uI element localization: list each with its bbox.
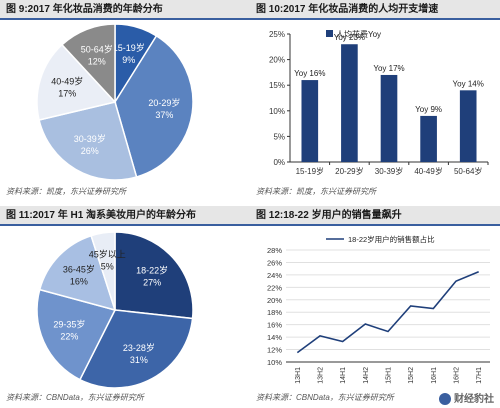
bar [459, 90, 477, 162]
slice-value-label: 17% [58, 88, 76, 98]
source-note: 资料来源：CBNData，东兴证券研究所 [6, 393, 144, 402]
slice-value-label: 27% [143, 278, 161, 288]
y-tick-label: 22% [267, 283, 282, 292]
panel-18-22-sales-surge: 图 12:18-22 岁用户的销售量飙升 10% 12% 14% 16% 18% 20% 2… [250, 206, 500, 408]
pie-slice [38, 234, 117, 312]
legend-label: 人均花费Yoy [336, 29, 381, 39]
chart-title: 图 10:2017 年化妆品消费的人均开支增速 [250, 0, 500, 20]
panel-taobao-user-age-2017h1: 图 11:2017 年 H1 淘系美妆用户的年龄分布 18-22岁 27% 23-2… [0, 206, 250, 408]
slice-value-label: 31% [130, 355, 148, 365]
line-chart-18-22-sales-share: 10% 12% 14% 16% 18% 20% 22% 24% 26% 28% 13H1 13H2 14… [267, 234, 490, 384]
pie-slice [114, 231, 194, 320]
slice-category-label: 40-49岁 [51, 75, 83, 86]
pie-chart-consumption-age: 15-19岁 9% 20-29岁 37% 30-39岁 26% 40-49岁 17% 50-64… [36, 23, 194, 181]
bar-chart-spending-growth: 0% 5% 10% 15% 20% 25% Yoy 16% 15-19岁 Yoy 23% 20-2… [269, 29, 489, 176]
slice-category-label: 23-28岁 [123, 342, 155, 353]
x-tick-label: 30-39岁 [375, 166, 403, 176]
slice-value-label: 12% [88, 57, 106, 67]
legend-label: 18-22岁用户的销售额占比 [348, 234, 435, 244]
y-tick-label: 18% [267, 308, 282, 317]
x-tick-label: 14H1 [340, 367, 347, 384]
watermark-logo-icon [439, 393, 451, 405]
pie-slice [60, 23, 116, 104]
x-tick-label: 13H2 [318, 367, 325, 384]
slice-category-label: 30-39岁 [74, 133, 106, 144]
bar-data-label: Yoy 9% [415, 105, 442, 114]
x-tick-label: 17H1 [476, 367, 483, 384]
slice-category-label: 29-35岁 [53, 318, 85, 329]
y-tick-label: 25% [269, 30, 285, 39]
x-tick-label: 20-29岁 [335, 166, 363, 176]
y-tick-label: 20% [269, 56, 285, 65]
x-tick-label: 14H2 [363, 367, 370, 384]
x-tick-label: 13H1 [295, 367, 302, 384]
y-tick-label: 10% [269, 107, 285, 116]
y-tick-label: 0% [273, 158, 285, 167]
panel-age-distribution-2017: 图 9:2017 年化妆品消费的年龄分布 15-19岁 9% 20-29岁 37% 30… [0, 0, 250, 204]
pie-slice [114, 34, 194, 178]
bar-data-label: Yoy 23% [334, 33, 365, 42]
source-note: 资料来源：CBNData，东兴证券研究所 [256, 393, 394, 402]
y-tick-label: 16% [267, 321, 282, 330]
slice-category-label: 50-64岁 [81, 44, 113, 55]
y-tick-label: 14% [267, 333, 282, 342]
bar-data-label: Yoy 17% [373, 64, 404, 73]
bar-data-label: Yoy 16% [294, 69, 325, 78]
y-tick-label: 28% [267, 246, 282, 255]
slice-category-label: 45岁以上 [89, 249, 126, 260]
slice-value-label: 26% [81, 146, 99, 156]
x-tick-label: 15-19岁 [296, 166, 324, 176]
slice-category-label: 15-19岁 [113, 42, 145, 53]
x-tick-label: 16H2 [454, 367, 461, 384]
watermark: 财经豹社 [439, 390, 494, 405]
x-tick-label: 40-49岁 [414, 166, 442, 176]
x-tick-label: 15H2 [408, 367, 415, 384]
x-tick-label: 15H1 [386, 367, 393, 384]
source-note: 资料来源：凯度，东兴证券研究所 [256, 187, 376, 196]
slice-value-label: 16% [70, 277, 88, 287]
pie-slice [38, 101, 138, 181]
bar [420, 115, 437, 162]
panel-spending-growth-2017: 图 10:2017 年化妆品消费的人均开支增速 0% 5% 10% 15% 20% 25%… [250, 0, 500, 204]
y-tick-label: 10% [267, 358, 282, 367]
pie-slice [36, 288, 117, 381]
y-tick-label: 20% [267, 296, 282, 305]
bar [380, 74, 398, 162]
chart-title: 图 11:2017 年 H1 淘系美妆用户的年龄分布 [0, 206, 250, 226]
slice-category-label: 20-29岁 [148, 97, 180, 108]
chart-title: 图 12:18-22 岁用户的销售量飙升 [250, 206, 500, 226]
y-tick-label: 5% [273, 132, 285, 141]
slice-value-label: 37% [155, 110, 173, 120]
y-tick-label: 26% [267, 258, 282, 267]
y-tick-label: 15% [269, 81, 285, 90]
pie-slice [78, 309, 194, 389]
x-tick-label: 16H1 [431, 367, 438, 384]
chart-title: 图 9:2017 年化妆品消费的年龄分布 [0, 0, 250, 20]
pie-slice [36, 43, 117, 121]
x-tick-label: 50-64岁 [454, 166, 482, 176]
bar [341, 44, 358, 162]
y-tick-label: 24% [267, 271, 282, 280]
source-note: 资料来源：凯度，东兴证券研究所 [6, 187, 126, 196]
pie-chart-taobao-user-age: 18-22岁 27% 23-28岁 31% 29-35岁 22% 36-45岁 16% 45岁以… [36, 231, 194, 389]
slice-category-label: 18-22岁 [136, 265, 168, 276]
slice-category-label: 36-45岁 [63, 264, 95, 275]
slice-value-label: 22% [60, 331, 78, 341]
slice-value-label: 9% [122, 55, 135, 65]
bar [301, 80, 319, 162]
legend-swatch [326, 30, 333, 37]
pie-slice [90, 231, 116, 311]
slice-value-label: 5% [101, 262, 114, 272]
y-tick-label: 12% [267, 346, 282, 355]
bar-data-label: Yoy 14% [453, 79, 484, 88]
watermark-text: 财经豹社 [454, 393, 494, 405]
